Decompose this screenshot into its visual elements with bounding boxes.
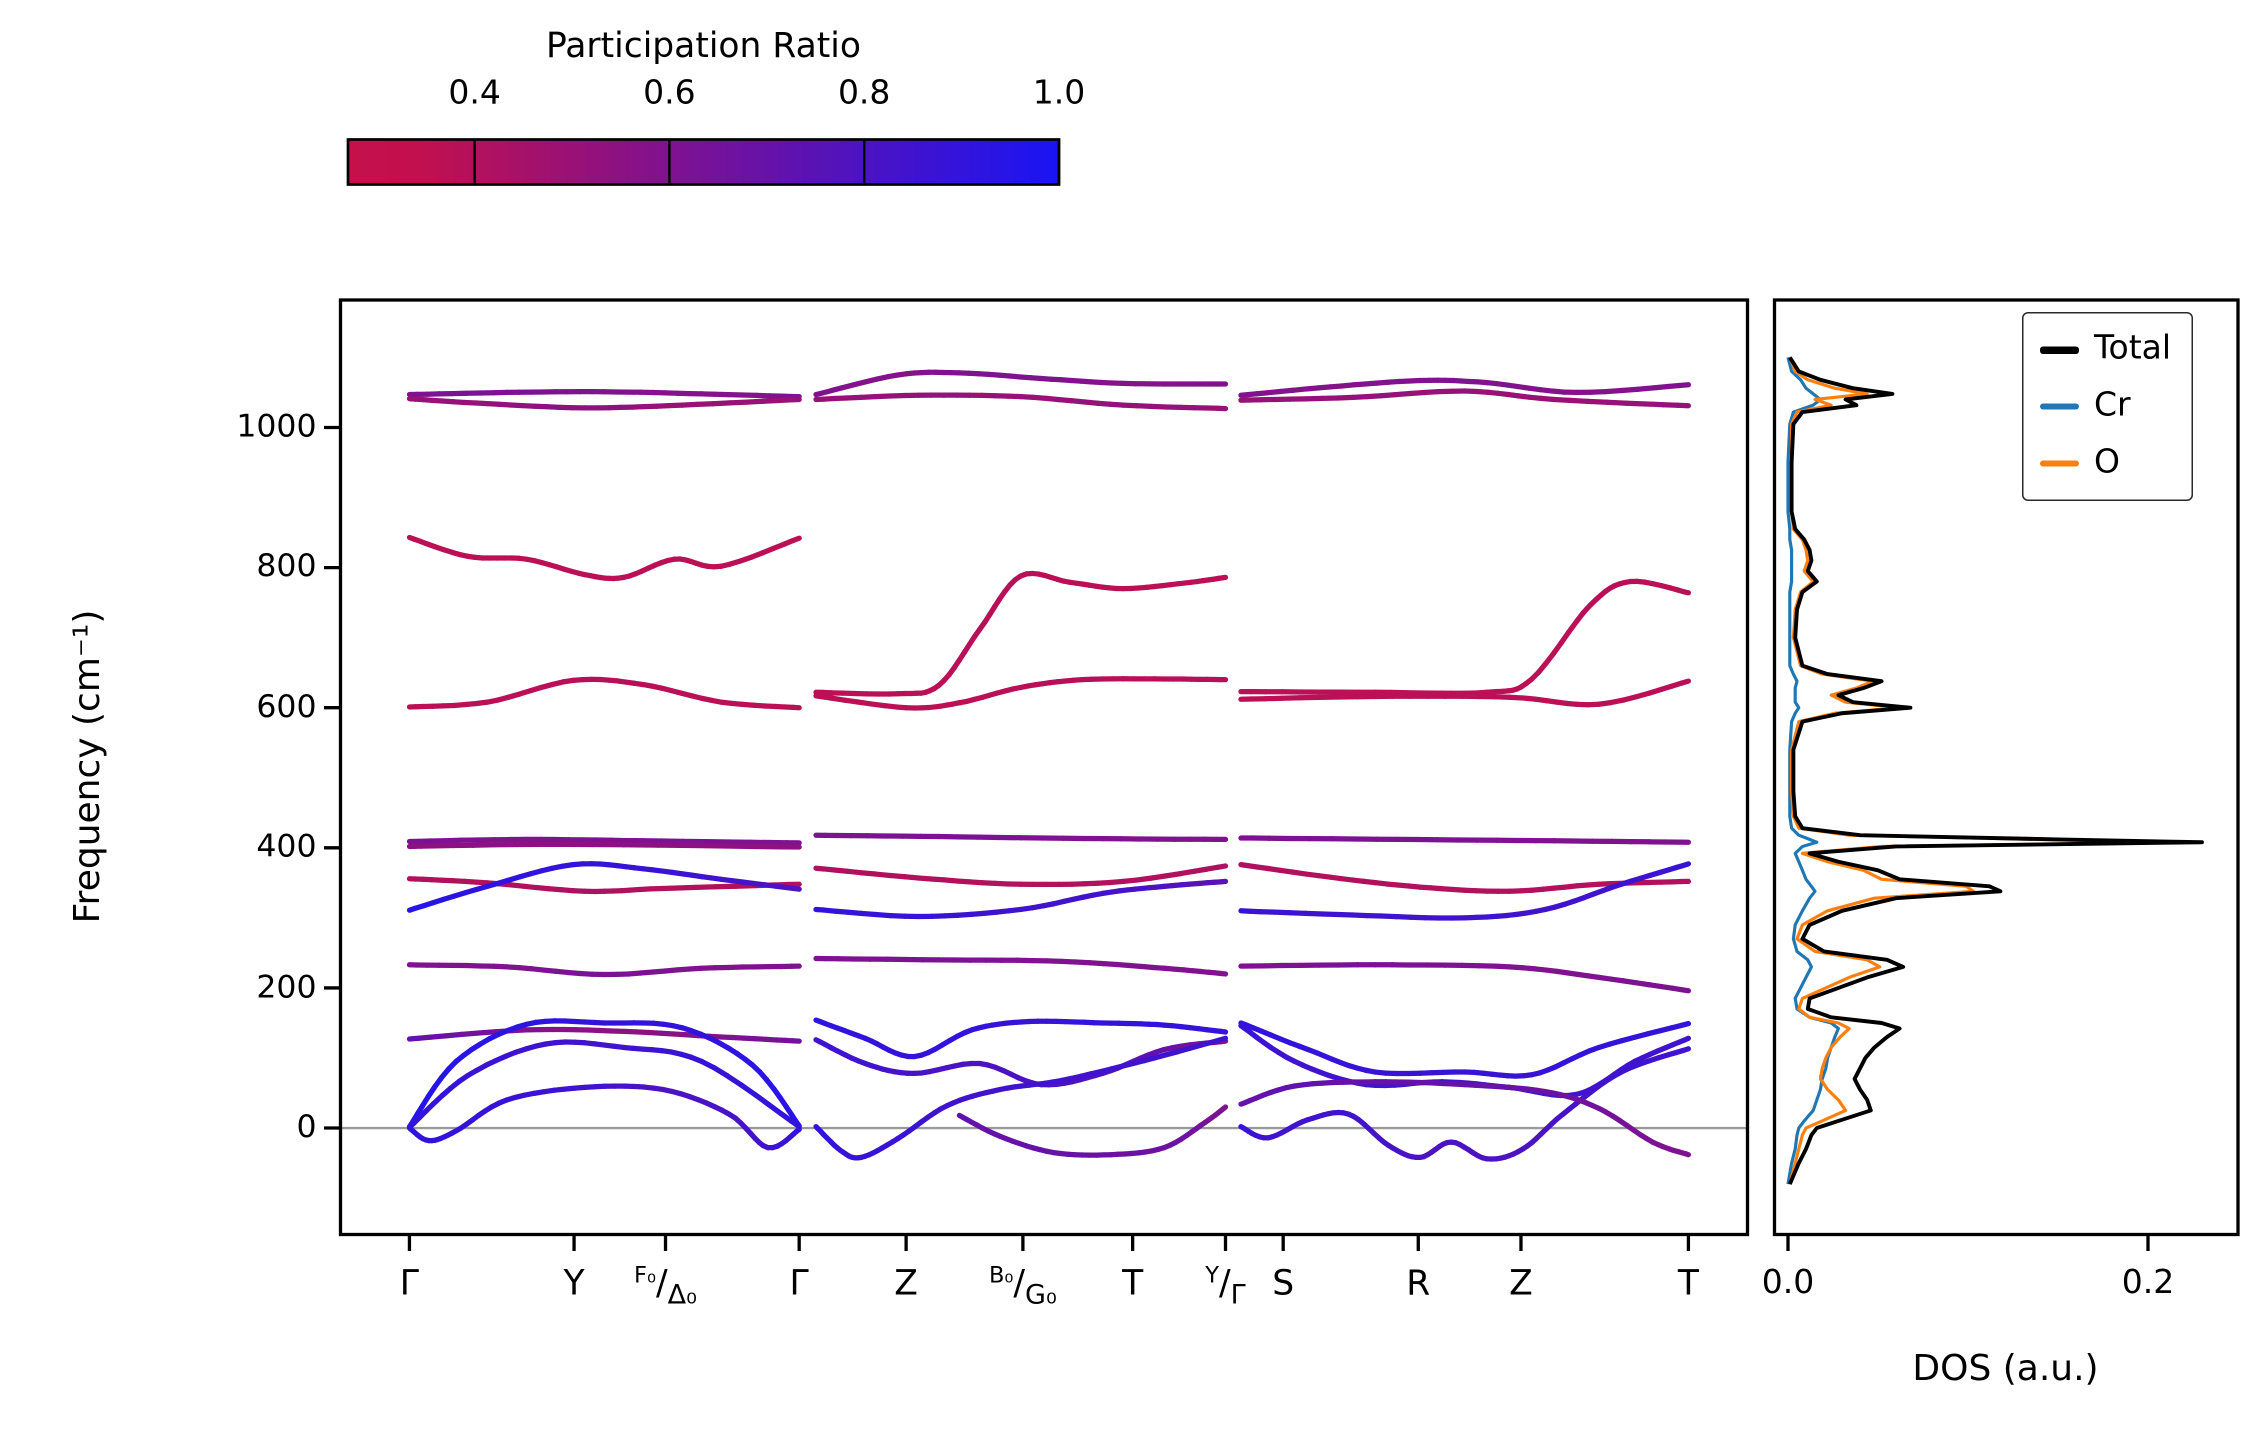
k-point-label: R [1406, 1264, 1431, 1304]
k-point-label: T [1677, 1264, 1699, 1304]
y-tick-label: 0 [296, 1108, 317, 1145]
colorbar-tick-label: 0.4 [448, 75, 501, 113]
y-tick-label: 800 [256, 548, 317, 585]
legend-label-cr: Cr [2094, 387, 2131, 425]
colorbar-tick-label: 0.6 [643, 75, 696, 113]
k-point-label: T [1122, 1264, 1144, 1304]
legend: Total Cr O [2022, 312, 2194, 501]
legend-line-o [2040, 460, 2079, 467]
dos-tick-label: 0.0 [1761, 1264, 1815, 1303]
y-tick-label: 200 [256, 968, 317, 1005]
k-point-label: Γ [399, 1264, 420, 1304]
dos-axis-label: DOS (a.u.) [1912, 1347, 2099, 1389]
legend-label-total: Total [2094, 330, 2172, 368]
legend-line-cr [2040, 403, 2079, 410]
k-point-label: Z [1509, 1264, 1533, 1304]
legend-item-total: Total [2040, 323, 2171, 377]
k-point-label: B₀/G₀ [988, 1261, 1057, 1312]
k-point-label: Y [563, 1264, 585, 1304]
colorbar-tick-label: 1.0 [1032, 75, 1086, 113]
y-tick-label: 600 [256, 688, 317, 725]
legend-label-o: O [2094, 444, 2120, 482]
k-point-label: Y/Γ [1205, 1261, 1246, 1312]
legend-line-total [2040, 345, 2079, 354]
k-point-label: F₀/Δ₀ [634, 1261, 697, 1312]
dos-tick-label: 0.2 [2121, 1264, 2175, 1303]
k-point-label: Z [894, 1264, 918, 1304]
y-tick-label: 1000 [236, 407, 317, 444]
colorbar-tick-label: 0.8 [837, 75, 891, 113]
k-point-label: S [1272, 1264, 1295, 1304]
colorbar-title: Participation Ratio [546, 27, 861, 66]
legend-item-cr: Cr [2040, 380, 2171, 434]
y-tick-label: 400 [256, 828, 317, 865]
y-axis-label: Frequency (cm⁻¹) [66, 609, 108, 924]
legend-item-o: O [2040, 437, 2171, 491]
k-point-label: Γ [789, 1264, 809, 1304]
